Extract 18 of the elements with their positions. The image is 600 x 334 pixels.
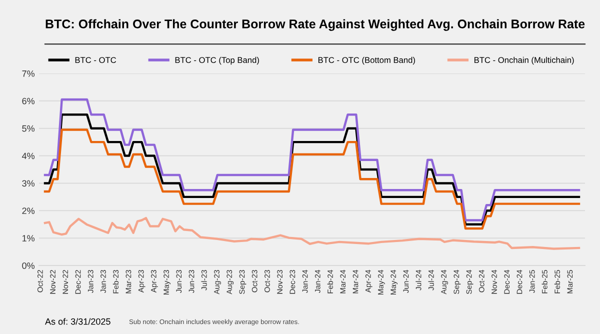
y-tick-label: 1% [22, 235, 35, 242]
line-series [44, 114, 580, 226]
y-tick-label: 0% [22, 262, 35, 269]
line-series [44, 216, 580, 250]
y-tick-label: 5% [22, 125, 35, 132]
chart-title: BTC: Offchain Over The Counter Borrow Rate Against Weighted Avg. Onchain Borrow Rate [46, 19, 585, 31]
legend-label: BTC - OTC [75, 57, 116, 63]
text: As of: 3/31/2025 [45, 318, 110, 325]
line-series [44, 98, 580, 222]
legend-label: BTC - Onchain (Multichain) [474, 56, 574, 65]
legend-label: BTC - OTC (Bottom Band) [318, 56, 415, 65]
y-tick-label: 4% [22, 152, 35, 160]
y-tick-label: 6% [22, 98, 35, 104]
legend-label: BTC - OTC (Top Band) [175, 56, 259, 65]
y-tick-label: 3% [22, 180, 35, 187]
y-tick-label: 7% [22, 70, 35, 77]
y-tick-label: 2% [22, 208, 35, 214]
line-series [44, 128, 580, 230]
